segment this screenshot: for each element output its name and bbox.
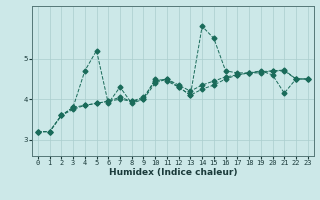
X-axis label: Humidex (Indice chaleur): Humidex (Indice chaleur): [108, 168, 237, 177]
